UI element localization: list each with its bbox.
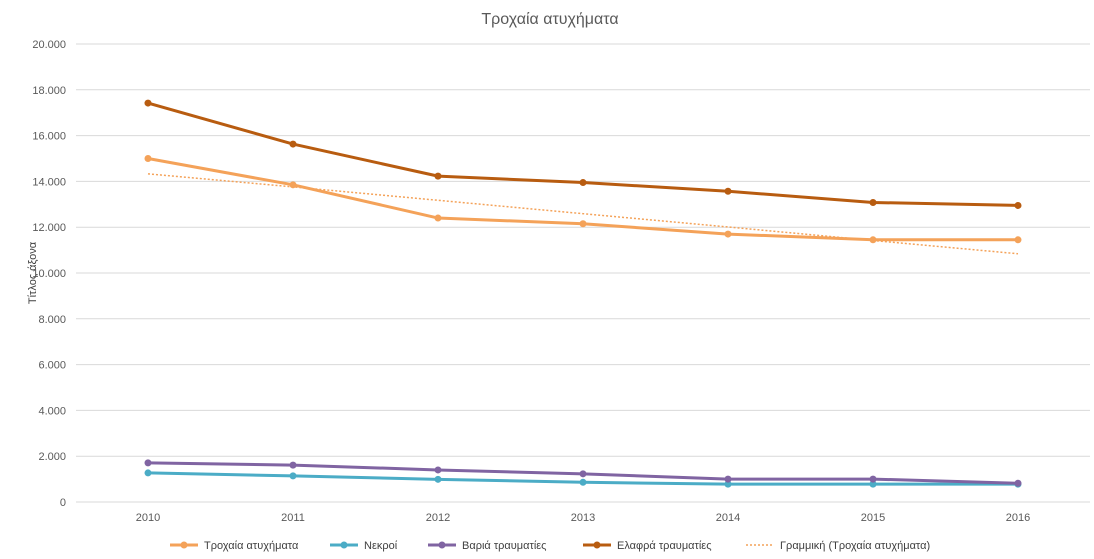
legend-marker xyxy=(180,541,188,549)
data-point xyxy=(869,475,877,483)
data-point xyxy=(144,469,152,477)
series-line xyxy=(146,101,1020,207)
legend-item: Νεκροί xyxy=(330,540,398,552)
data-point xyxy=(724,480,732,488)
legend-label: Νεκροί xyxy=(364,540,398,552)
y-tick-label: 16.000 xyxy=(32,131,66,143)
x-tick-label: 2013 xyxy=(571,512,595,524)
data-point xyxy=(144,99,152,107)
data-point xyxy=(289,472,297,480)
legend-marker xyxy=(593,541,601,549)
y-tick-label: 8.000 xyxy=(38,314,66,326)
data-point xyxy=(434,172,442,180)
data-point xyxy=(579,470,587,478)
legend-label: Γραμμική (Τροχαία ατυχήματα) xyxy=(780,540,930,552)
data-point xyxy=(434,475,442,483)
legend-label: Ελαφρά τραυματίες xyxy=(617,540,712,552)
x-tick-label: 2012 xyxy=(426,512,450,524)
y-axis-ticks: 0 2.000 4.000 6.000 8.000 10.000 12.000 14.000 1… xyxy=(32,39,66,509)
legend-item-trendline: Γραμμική (Τροχαία ατυχήματα) xyxy=(746,540,930,552)
legend-label: Τροχαία ατυχήματα xyxy=(204,540,299,552)
y-tick-label: 4.000 xyxy=(38,405,66,417)
data-point xyxy=(579,478,587,486)
legend-marker xyxy=(340,541,348,549)
data-point xyxy=(724,187,732,195)
data-point xyxy=(724,475,732,483)
legend-label: Βαριά τραυματίες xyxy=(462,540,546,552)
data-point xyxy=(144,155,152,162)
data-point xyxy=(869,236,877,244)
data-point xyxy=(579,179,587,187)
data-point xyxy=(869,198,877,206)
y-axis-title: Τίτλος άξονα xyxy=(27,241,39,304)
legend-item: Ελαφρά τραυματίες xyxy=(583,540,712,552)
y-tick-label: 12.000 xyxy=(32,222,66,234)
legend-item: Βαριά τραυματίες xyxy=(428,540,546,552)
data-point xyxy=(1014,236,1022,244)
y-tick-label: 10.000 xyxy=(32,268,66,280)
y-tick-label: 14.000 xyxy=(32,176,66,188)
x-tick-label: 2010 xyxy=(136,512,160,524)
data-point xyxy=(289,140,297,148)
y-tick-label: 18.000 xyxy=(32,85,66,97)
x-axis-ticks: 2010 2011 2012 2013 2014 2015 2016 xyxy=(136,512,1030,524)
data-point xyxy=(1014,201,1022,209)
series-lines xyxy=(144,99,1022,488)
x-tick-label: 2015 xyxy=(861,512,885,524)
data-point xyxy=(289,181,297,189)
grid xyxy=(76,43,1090,503)
data-point xyxy=(1014,479,1022,487)
x-tick-label: 2014 xyxy=(716,512,740,524)
data-point xyxy=(434,466,442,474)
data-point xyxy=(869,480,877,488)
legend-marker xyxy=(438,541,446,549)
y-tick-label: 2.000 xyxy=(38,451,66,463)
data-point xyxy=(579,220,587,228)
chart-title: Τροχαία ατυχήματα xyxy=(481,11,618,28)
y-tick-label: 6.000 xyxy=(38,360,66,372)
y-tick-label: 20.000 xyxy=(32,39,66,51)
series-2 xyxy=(144,459,1022,487)
series-3 xyxy=(144,99,1022,209)
data-point xyxy=(289,461,297,469)
y-tick-label: 0 xyxy=(60,497,66,509)
data-point xyxy=(144,459,152,467)
legend-item: Τροχαία ατυχήματα xyxy=(170,540,299,552)
data-point xyxy=(724,230,732,238)
x-tick-label: 2011 xyxy=(281,512,305,524)
data-point xyxy=(434,214,442,222)
series-0 xyxy=(144,155,1022,244)
legend: Τροχαία ατυχήματα Νεκροί Βαριά τραυματίες Ε… xyxy=(170,540,930,552)
x-tick-label: 2016 xyxy=(1006,512,1030,524)
